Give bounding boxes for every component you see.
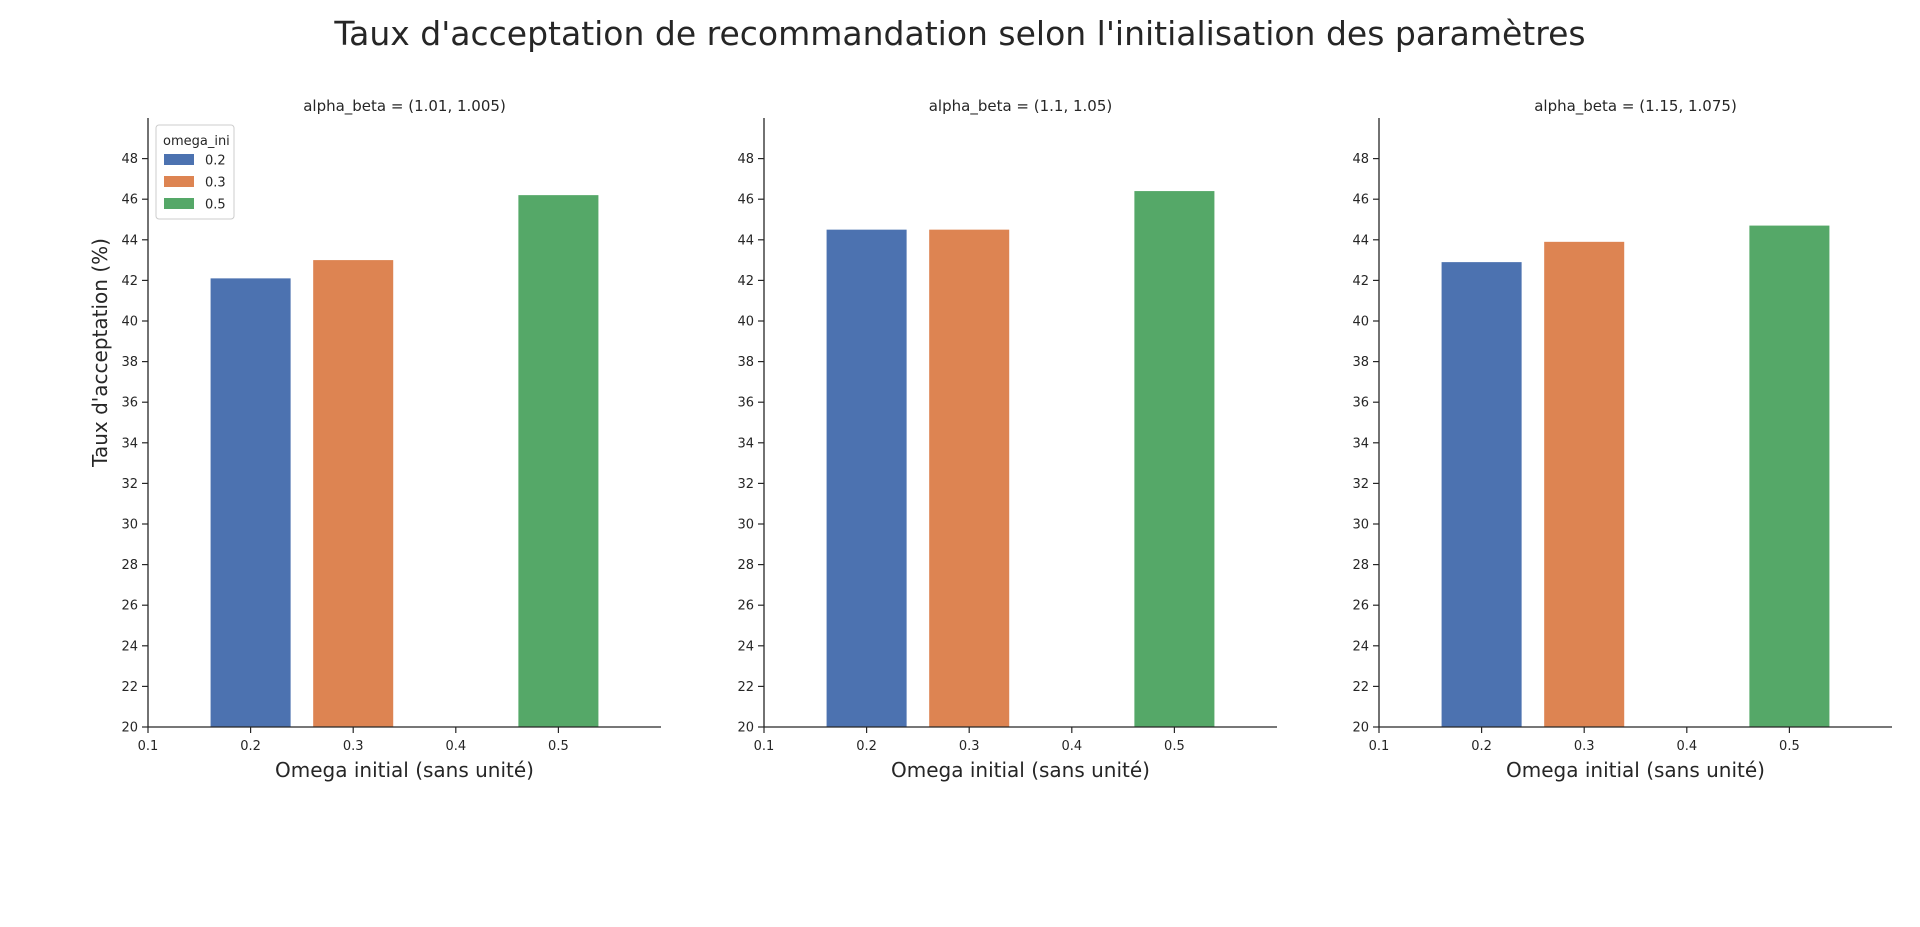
figure-title: Taux d'acceptation de recommandation sel… [333,14,1585,53]
legend-label-0.2: 0.2 [205,154,226,169]
y-tick-label: 48 [737,152,754,167]
y-tick-label: 36 [121,396,138,411]
y-tick-label: 38 [1352,355,1369,370]
bar-omega-0.2 [1441,262,1522,727]
x-tick-label: 0.1 [754,739,775,754]
x-tick-label: 0.2 [240,739,261,754]
bar-omega-0.5 [518,195,599,727]
y-tick-label: 30 [121,518,138,533]
y-tick-label: 42 [121,274,138,289]
x-tick-label: 0.3 [959,739,980,754]
y-tick-label: 22 [121,680,138,695]
y-tick-label: 32 [737,477,754,492]
y-tick-label: 20 [121,721,138,736]
y-tick-label: 46 [1352,193,1369,208]
y-tick-label: 48 [1352,152,1369,167]
y-tick-label: 46 [121,193,138,208]
x-tick-label: 0.4 [1676,739,1697,754]
y-tick-label: 26 [737,599,754,614]
y-tick-label: 34 [1352,436,1369,451]
x-tick-label: 0.2 [1471,739,1492,754]
legend-swatch-0.5 [164,198,194,209]
subplot-title: alpha_beta = (1.15, 1.075) [1534,97,1737,116]
y-tick-label: 44 [1352,233,1369,248]
bar-omega-0.5 [1749,225,1830,727]
x-axis-label: Omega initial (sans unité) [1506,758,1765,782]
bar-omega-0.2 [826,229,907,727]
y-tick-label: 32 [1352,477,1369,492]
y-tick-label: 40 [1352,315,1369,330]
y-tick-label: 48 [121,152,138,167]
legend-label-0.3: 0.3 [205,176,226,191]
x-tick-label: 0.5 [1779,739,1800,754]
y-tick-label: 26 [121,599,138,614]
y-tick-label: 28 [121,558,138,573]
y-tick-label: 40 [121,315,138,330]
y-tick-label: 30 [737,518,754,533]
legend-label-0.5: 0.5 [205,198,226,213]
subplot-2: alpha_beta = (1.1, 1.05) 20 22 24 26 28 30 32 34… [737,97,1277,782]
subplot-1: alpha_beta = (1.01, 1.005) 20 22 24 26 28 30 32… [88,97,661,782]
y-tick-label: 22 [737,680,754,695]
y-tick-label: 24 [1352,639,1369,654]
x-tick-label: 0.5 [548,739,569,754]
subplot-3: alpha_beta = (1.15, 1.075) 20 22 24 26 28 30 32… [1352,97,1892,782]
x-tick-label: 0.3 [343,739,364,754]
legend-swatch-0.3 [164,176,194,187]
y-tick-label: 28 [1352,558,1369,573]
y-tick-label: 22 [1352,680,1369,695]
y-tick-label: 20 [737,721,754,736]
x-tick-label: 0.5 [1164,739,1185,754]
x-axis-label: Omega initial (sans unité) [275,758,534,782]
subplot-title: alpha_beta = (1.01, 1.005) [303,97,506,116]
legend-title: omega_ini [163,134,230,149]
y-tick-label: 26 [1352,599,1369,614]
y-tick-label: 20 [1352,721,1369,736]
y-tick-label: 36 [737,396,754,411]
y-tick-label: 44 [737,233,754,248]
y-axis-label: Taux d'acceptation (%) [88,238,112,468]
y-tick-label: 30 [1352,518,1369,533]
bar-omega-0.3 [1544,241,1625,727]
x-tick-label: 0.1 [138,739,159,754]
y-tick-label: 32 [121,477,138,492]
legend: omega_ini 0.2 0.3 0.5 [155,124,235,220]
bar-omega-0.5 [1134,191,1215,727]
y-tick-label: 34 [121,436,138,451]
y-tick-label: 42 [1352,274,1369,289]
x-tick-label: 0.2 [856,739,877,754]
x-axis-label: Omega initial (sans unité) [891,758,1150,782]
y-tick-label: 42 [737,274,754,289]
bar-omega-0.3 [929,229,1010,727]
x-tick-label: 0.4 [1061,739,1082,754]
x-tick-label: 0.3 [1574,739,1595,754]
subplot-grid: alpha_beta = (1.01, 1.005) 20 22 24 26 28 30 32… [88,97,1892,782]
y-tick-label: 36 [1352,396,1369,411]
y-tick-label: 40 [737,315,754,330]
bar-omega-0.2 [210,278,291,727]
x-tick-label: 0.1 [1369,739,1390,754]
subplot-title: alpha_beta = (1.1, 1.05) [929,97,1113,116]
y-tick-label: 34 [737,436,754,451]
y-tick-label: 38 [737,355,754,370]
y-tick-label: 24 [737,639,754,654]
y-tick-label: 44 [121,233,138,248]
y-tick-label: 46 [737,193,754,208]
bar-omega-0.3 [313,260,394,727]
x-tick-label: 0.4 [445,739,466,754]
y-tick-label: 38 [121,355,138,370]
y-tick-label: 24 [121,639,138,654]
legend-swatch-0.2 [164,154,194,165]
legend-frame [155,124,235,220]
y-tick-label: 28 [737,558,754,573]
